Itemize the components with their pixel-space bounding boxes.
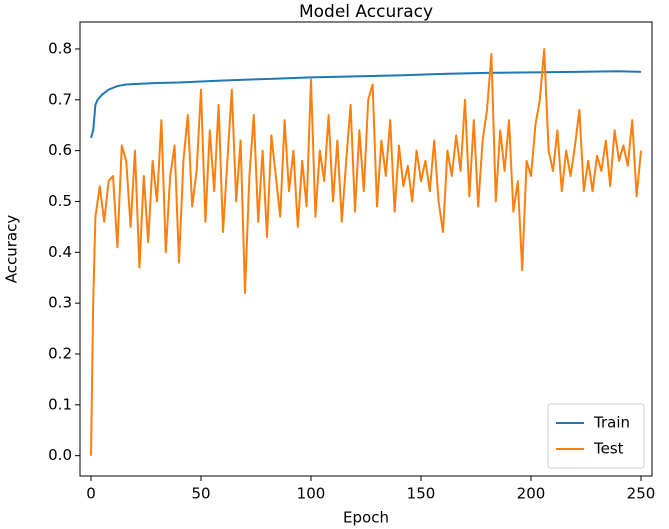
y-tick-label: 0.2 [48,344,72,362]
y-tick-label: 0.3 [48,294,72,312]
x-tick-label: 200 [517,485,546,503]
y-tick-label: 0.1 [48,395,72,413]
x-tick-label: 250 [627,485,656,503]
y-tick-label: 0.7 [48,90,72,108]
x-tick-label: 50 [191,485,210,503]
y-tick-label: 0.5 [48,192,72,210]
y-axis-label: Accuracy [3,215,21,284]
x-tick-label: 100 [297,485,326,503]
y-tick-label: 0.0 [48,446,72,464]
series-line [90,47,642,456]
legend-box [547,403,645,469]
x-tick-label: 150 [407,485,436,503]
legend-label: Test [593,440,624,458]
plot-frame [79,21,653,477]
chart-title: Model Accuracy [299,2,433,22]
series-line [90,70,642,139]
y-tick-label: 0.4 [48,243,72,261]
y-tick-label: 0.6 [48,141,72,159]
y-tick-label: 0.8 [48,39,72,57]
legend-label: Train [593,414,630,432]
x-axis-label: Epoch [343,509,389,527]
x-tick-label: 0 [86,485,96,503]
